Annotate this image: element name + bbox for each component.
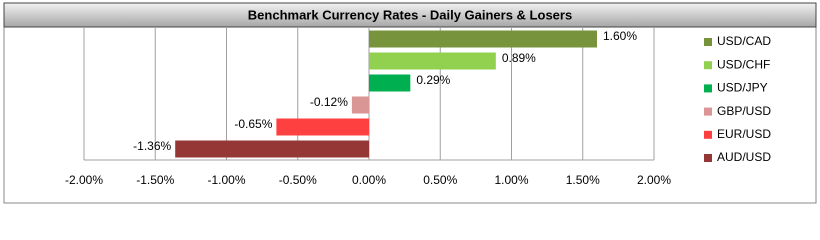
value-label: 1.60% (603, 29, 637, 43)
value-label: -1.36% (133, 139, 171, 153)
value-label: -0.65% (234, 117, 272, 131)
x-tick-label: -0.50% (279, 173, 317, 187)
legend-label: USD/CHF (717, 57, 770, 71)
bar (276, 118, 369, 136)
bar (175, 140, 369, 158)
bar (351, 96, 369, 114)
x-tick-label: 2.00% (637, 173, 671, 187)
legend-label: USD/JPY (717, 81, 768, 95)
legend-swatch (704, 107, 712, 116)
title-bar (3, 2, 817, 28)
legend-swatch (704, 154, 712, 162)
value-label: 0.29% (416, 73, 450, 87)
bar (369, 30, 597, 48)
bar (369, 74, 411, 92)
x-tick-label: 0.00% (352, 173, 386, 187)
legend-label: AUD/USD (717, 150, 771, 164)
value-label: -0.12% (310, 95, 348, 109)
legend-label: EUR/USD (717, 127, 771, 141)
value-label: 0.89% (502, 51, 536, 65)
legend-swatch (704, 61, 712, 70)
legend-label: GBP/USD (717, 104, 771, 118)
x-tick-label: -1.50% (136, 173, 174, 187)
legend-label: USD/CAD (717, 34, 771, 48)
legend-swatch (704, 84, 712, 93)
x-tick-label: 0.50% (423, 173, 457, 187)
x-tick-label: 1.00% (494, 173, 528, 187)
legend-swatch (704, 130, 712, 139)
x-tick-label: 1.50% (566, 173, 600, 187)
legend-swatch (704, 38, 712, 46)
x-tick-label: -1.00% (207, 173, 245, 187)
chart-title: Benchmark Currency Rates - Daily Gainers… (248, 7, 572, 22)
bar (369, 52, 496, 70)
chart: Benchmark Currency Rates - Daily Gainers… (3, 2, 817, 204)
x-tick-label: -2.00% (65, 173, 103, 187)
